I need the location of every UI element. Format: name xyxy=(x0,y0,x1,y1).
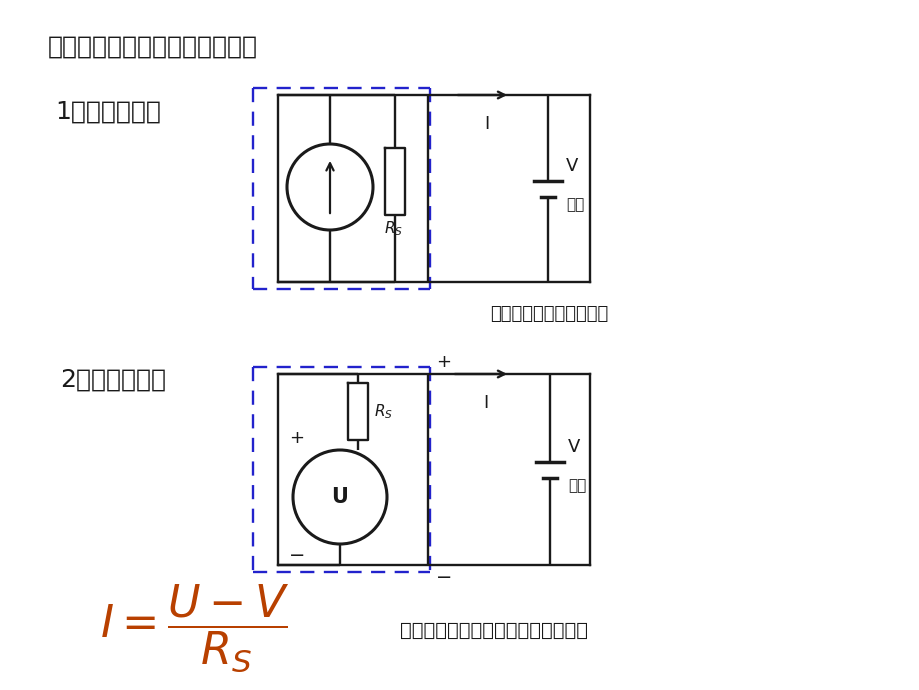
Text: 当电瓶亏电时，，充电起始电流大。: 当电瓶亏电时，，充电起始电流大。 xyxy=(400,620,587,640)
Text: U: U xyxy=(331,487,348,507)
Text: 电瓶: 电瓶 xyxy=(565,197,584,212)
Text: −: − xyxy=(289,546,305,565)
Text: V: V xyxy=(565,157,578,175)
Text: $R_S$: $R_S$ xyxy=(384,219,403,237)
Text: 2、恒压充电：: 2、恒压充电： xyxy=(60,368,165,392)
Text: 电瓶: 电瓶 xyxy=(567,478,585,493)
Text: −: − xyxy=(436,568,452,587)
Text: I: I xyxy=(482,394,488,412)
Text: I: I xyxy=(483,115,489,133)
Text: +: + xyxy=(436,353,450,371)
Text: 1、恒流充电：: 1、恒流充电： xyxy=(55,100,161,124)
Text: +: + xyxy=(289,429,304,447)
Text: $R_S$: $R_S$ xyxy=(374,402,392,421)
Text: V: V xyxy=(567,438,580,456)
Text: （二）、充电模式的简单分析：: （二）、充电模式的简单分析： xyxy=(48,35,257,59)
Text: 需定时管理，避免过充。: 需定时管理，避免过充。 xyxy=(490,305,607,323)
Text: $\mathit{I}=\dfrac{U-V}{R_S}$: $\mathit{I}=\dfrac{U-V}{R_S}$ xyxy=(100,582,289,673)
